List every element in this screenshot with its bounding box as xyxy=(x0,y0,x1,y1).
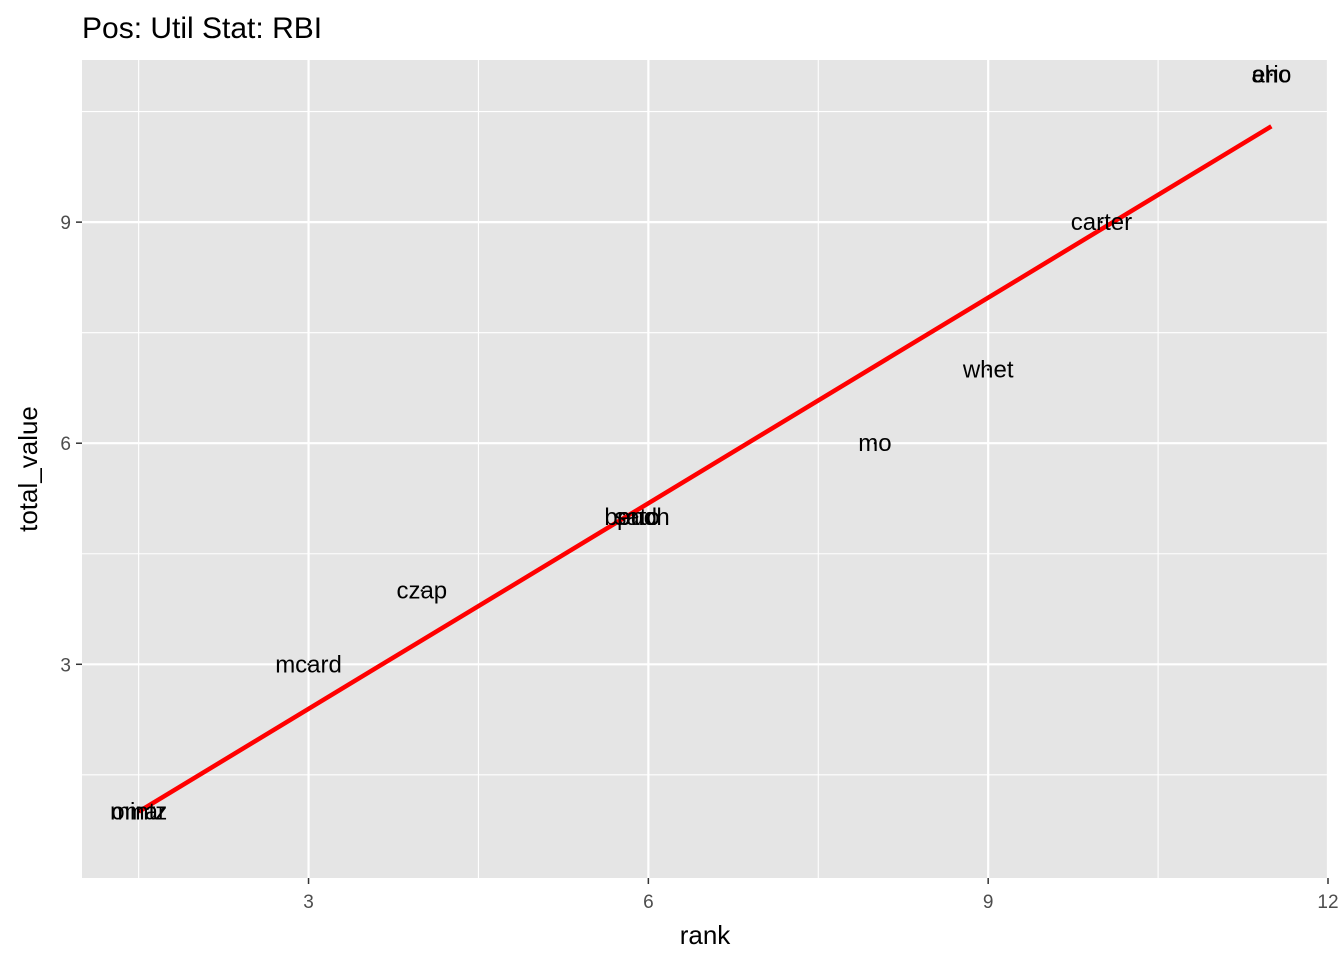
y-axis-title: total_value xyxy=(13,406,43,532)
point-label: carter xyxy=(1071,209,1132,236)
data-point xyxy=(137,810,140,813)
point-label: sato xyxy=(614,504,659,531)
data-point xyxy=(635,515,639,519)
data-point xyxy=(420,589,424,592)
data-point xyxy=(986,368,990,371)
point-label: aho xyxy=(1251,62,1291,89)
x-axis: 3 6 9 12 xyxy=(303,878,1339,913)
point-label: czap xyxy=(396,578,447,605)
point-label: pud xyxy=(617,504,657,531)
major-gridlines xyxy=(82,60,1330,878)
point-label: mcard xyxy=(275,651,342,678)
point-label: eric xyxy=(1252,62,1291,89)
x-axis-title: rank xyxy=(680,920,732,950)
data-point xyxy=(1100,220,1103,224)
fit-line xyxy=(137,124,1273,814)
data-point xyxy=(1270,73,1273,76)
fit-line-layer xyxy=(137,124,1273,814)
point-label: mo xyxy=(858,430,891,457)
x-tick-label: 6 xyxy=(643,892,654,913)
x-tick-label: 9 xyxy=(983,892,994,913)
chart-title: Pos: Util Stat: RBI xyxy=(82,12,322,45)
y-tick-label: 3 xyxy=(60,655,71,676)
y-axis: 3 6 9 xyxy=(60,213,82,676)
data-points xyxy=(137,73,1273,813)
point-label: bench xyxy=(604,504,669,531)
data-point xyxy=(873,442,877,445)
x-tick-label: 3 xyxy=(303,892,314,913)
x-tick-label: 12 xyxy=(1317,892,1338,913)
point-label: omar xyxy=(111,799,166,826)
data-point xyxy=(307,663,310,666)
point-label: whet xyxy=(962,357,1014,384)
y-tick-label: 9 xyxy=(60,213,71,234)
y-tick-label: 6 xyxy=(60,434,71,455)
point-label: mintz xyxy=(110,799,167,826)
